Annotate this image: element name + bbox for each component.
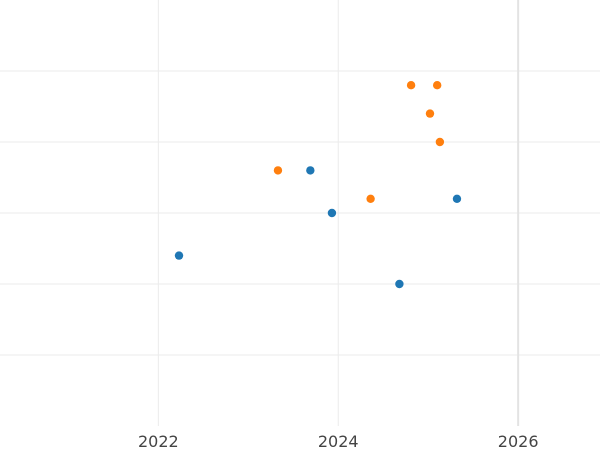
data-point-series-2 — [366, 194, 375, 203]
x-tick-labels: 2022 2024 2026 — [138, 432, 539, 450]
x-tick-label: 2024 — [318, 432, 359, 450]
data-point-series-1 — [306, 166, 315, 175]
data-point-series-2 — [406, 81, 416, 90]
data-point-series-2 — [435, 137, 445, 147]
data-points — [174, 81, 462, 289]
data-point-series-2 — [425, 109, 435, 118]
data-point-series-1 — [174, 251, 184, 260]
data-point-series-1 — [395, 279, 404, 289]
x-tick-label: 2026 — [498, 432, 539, 450]
data-point-series-2 — [432, 81, 442, 90]
x-tick-label: 2022 — [138, 432, 179, 450]
data-point-series-1 — [452, 194, 462, 203]
gridlines — [0, 0, 600, 426]
data-point-series-1 — [327, 208, 337, 218]
data-point-series-2 — [273, 166, 283, 175]
